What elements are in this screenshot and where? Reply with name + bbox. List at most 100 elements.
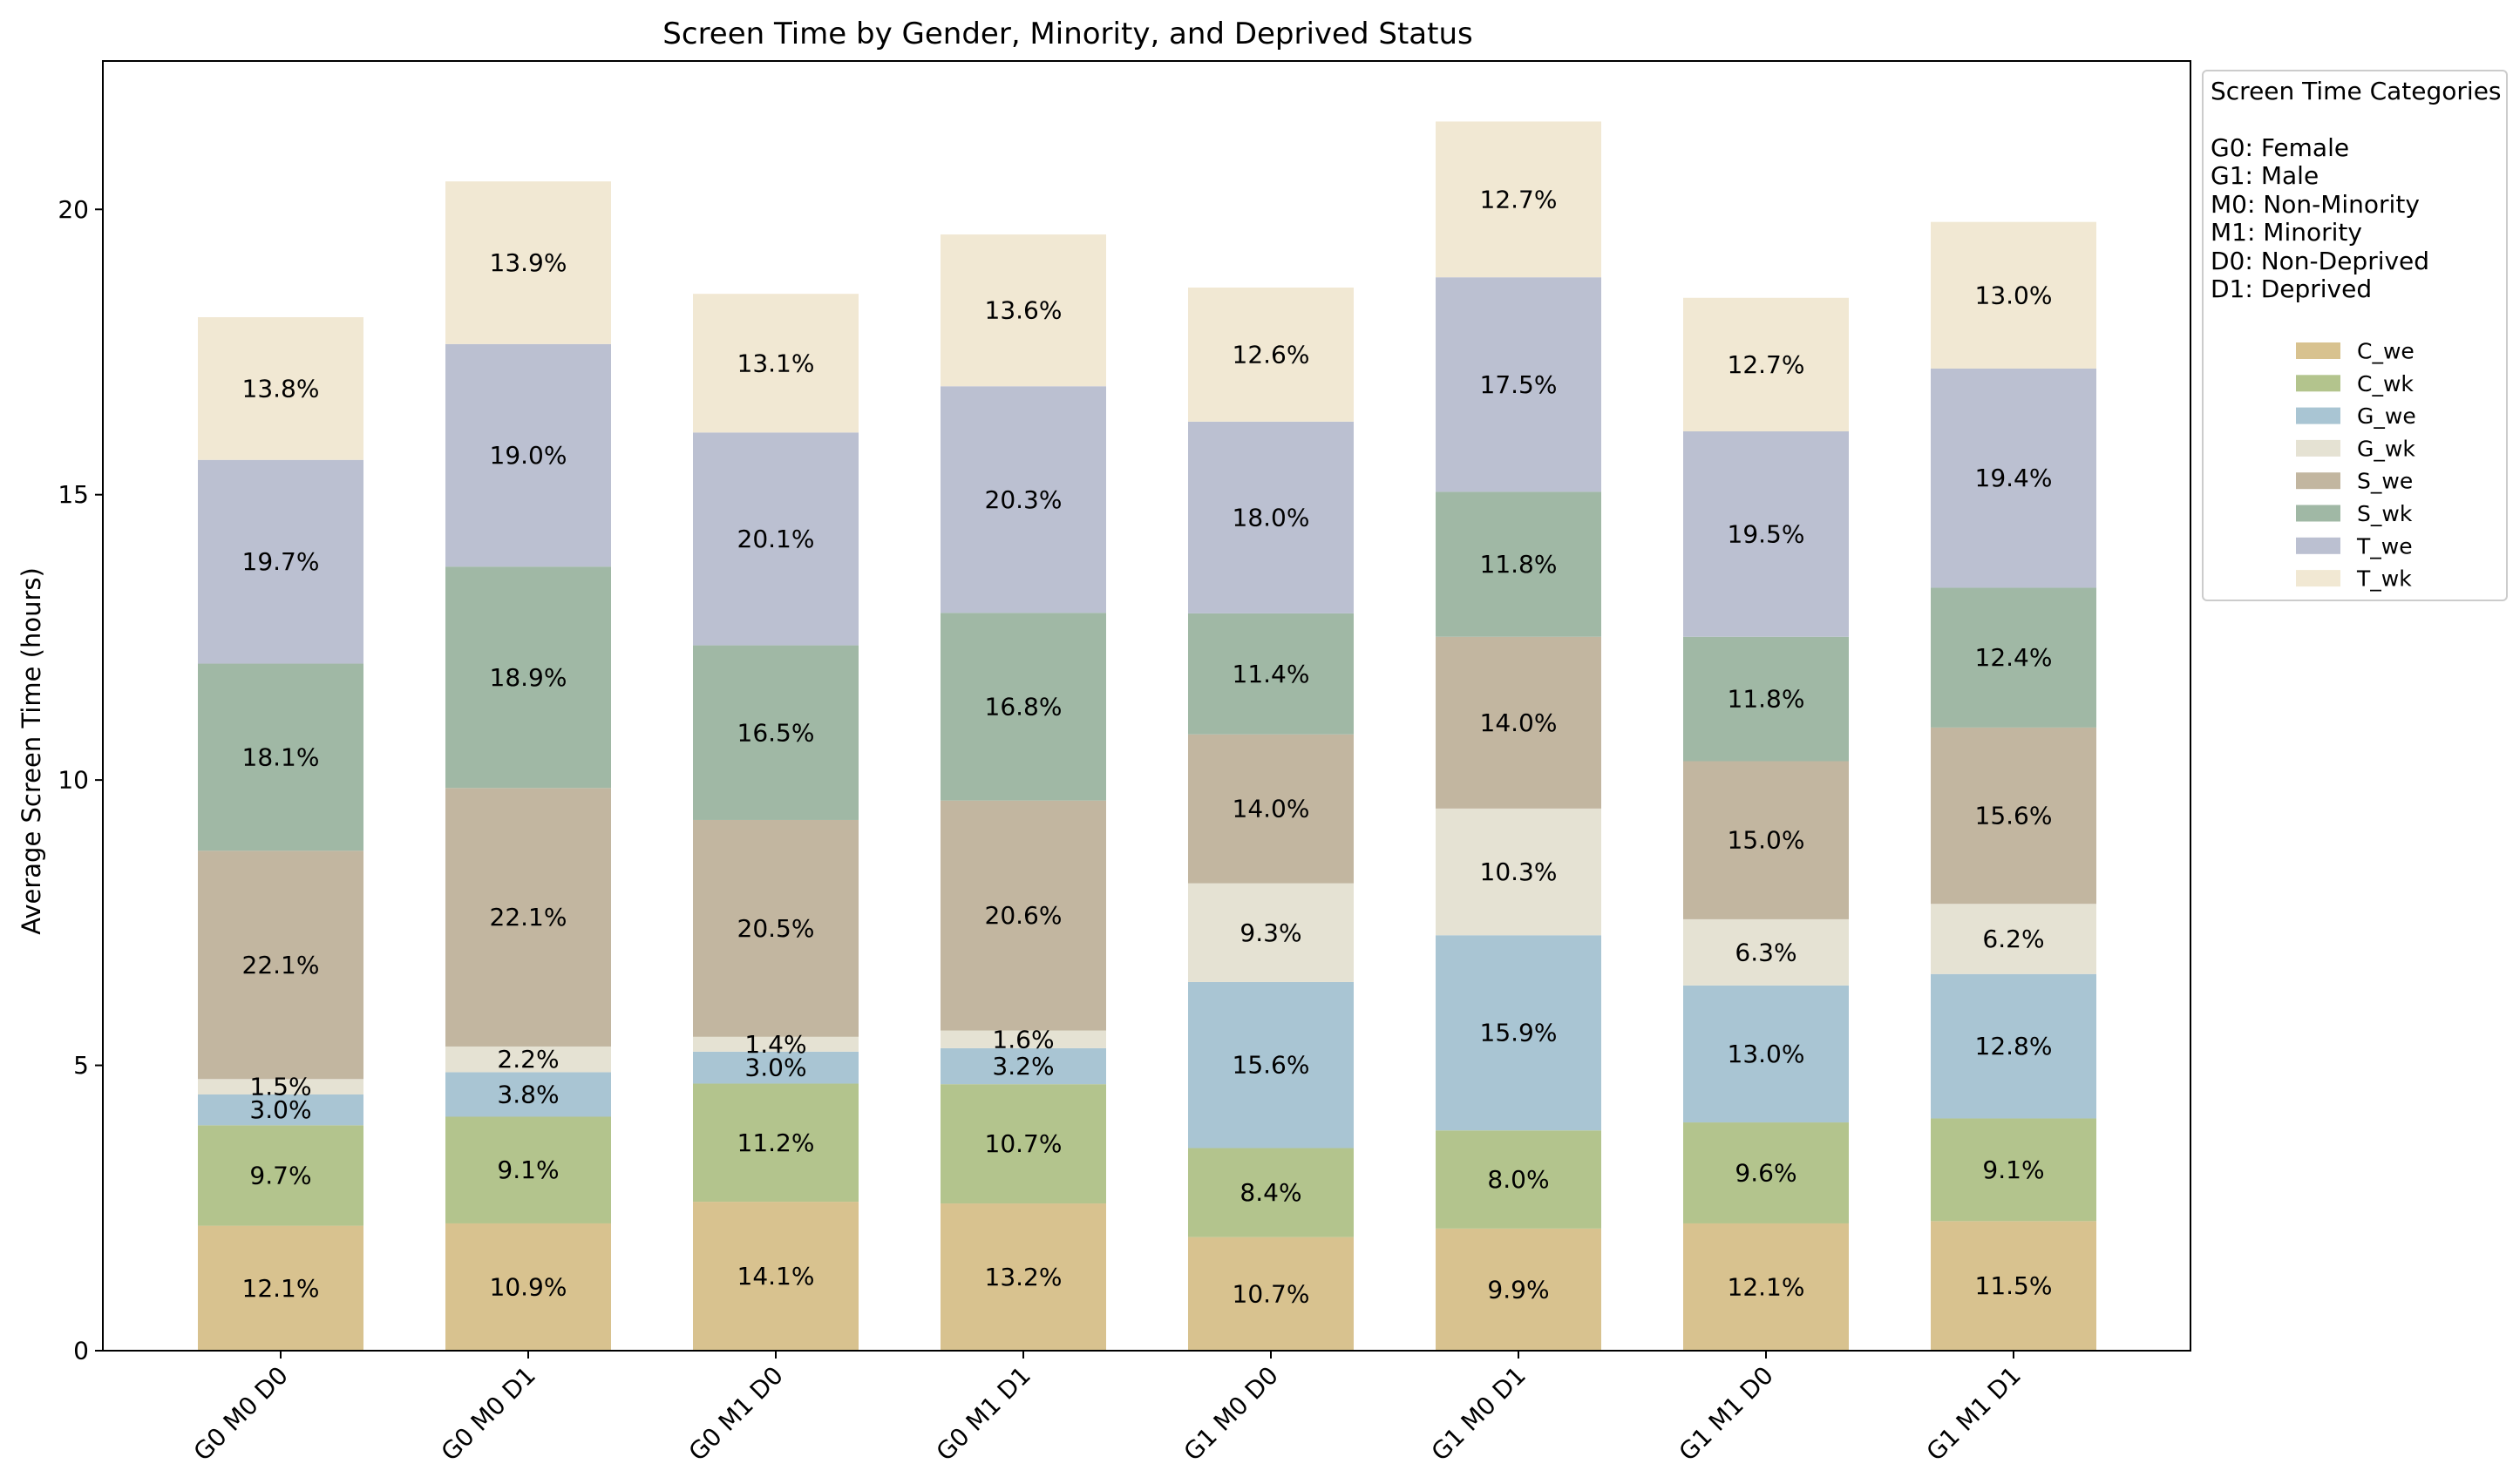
segment-labels-layer: 12.1%9.7%3.0%1.5%22.1%18.1%19.7%13.8%10.… xyxy=(242,185,2053,1308)
data-label-s-wk-g0-m0-d1: 18.9% xyxy=(490,663,567,692)
bar-segment-s-we-g0-m1-d0 xyxy=(693,819,859,1037)
data-label-s-wk-g0-m1-d0: 16.5% xyxy=(737,718,815,747)
data-label-g-we-g1-m1-d1: 12.8% xyxy=(1975,1032,2053,1060)
data-label-t-we-g0-m0-d0: 19.7% xyxy=(242,547,320,576)
data-label-c-wk-g0-m1-d1: 10.7% xyxy=(985,1129,1063,1158)
bar-segment-g-wk-g0-m0-d1 xyxy=(445,1046,611,1073)
bar-segment-s-we-g1-m0-d1 xyxy=(1436,636,1601,809)
legend-label-c-wk: C_wk xyxy=(2357,371,2414,396)
data-label-t-wk-g0-m1-d1: 13.6% xyxy=(985,296,1063,325)
bar-segment-s-we-g0-m0-d1 xyxy=(445,788,611,1047)
legend-note-5: D0: Non-Deprived xyxy=(2211,247,2429,275)
bar-segment-g-we-g0-m0-d1 xyxy=(445,1072,611,1117)
data-label-c-we-g1-m1-d1: 11.5% xyxy=(1975,1271,2053,1300)
data-label-g-wk-g1-m1-d0: 6.3% xyxy=(1735,938,1796,966)
bar-segment-c-wk-g0-m0-d0 xyxy=(198,1125,363,1226)
data-label-s-wk-g1-m0-d0: 11.4% xyxy=(1233,660,1310,688)
data-label-t-wk-g0-m1-d0: 13.1% xyxy=(737,349,815,377)
x-tick-label: G1 M1 D0 xyxy=(1674,1361,1779,1467)
data-label-s-we-g0-m1-d1: 20.6% xyxy=(985,901,1063,930)
x-tick-label: G1 M0 D1 xyxy=(1426,1361,1532,1467)
data-label-t-we-g1-m1-d1: 19.4% xyxy=(1975,464,2053,492)
data-label-t-we-g0-m1-d0: 20.1% xyxy=(737,525,815,553)
bar-segment-c-we-g0-m1-d0 xyxy=(693,1202,859,1351)
bar-segment-g-wk-g1-m1-d0 xyxy=(1683,918,1849,986)
bar-segment-c-we-g0-m0-d1 xyxy=(445,1223,611,1351)
bar-segment-c-wk-g1-m0-d1 xyxy=(1436,1130,1601,1229)
bar-segment-c-we-g0-m1-d1 xyxy=(941,1203,1106,1351)
legend-note-1: G0: Female xyxy=(2211,133,2349,162)
data-label-s-we-g1-m0-d1: 14.0% xyxy=(1480,708,1558,737)
data-label-t-wk-g1-m1-d0: 12.7% xyxy=(1728,350,1805,379)
data-label-t-we-g1-m0-d1: 17.5% xyxy=(1480,370,1558,399)
bar-segment-t-we-g0-m1-d0 xyxy=(693,432,859,646)
legend-label-s-we: S_we xyxy=(2357,469,2413,494)
bar-segment-s-wk-g0-m0-d0 xyxy=(198,663,363,851)
bar-segment-c-wk-g1-m0-d0 xyxy=(1188,1148,1354,1237)
bar-segment-c-we-g1-m0-d0 xyxy=(1188,1237,1354,1351)
data-label-t-wk-g0-m0-d0: 13.8% xyxy=(242,374,320,403)
bar-segment-c-wk-g0-m0-d1 xyxy=(445,1116,611,1223)
legend-swatch-c-we xyxy=(2296,342,2340,359)
legend-label-t-we: T_we xyxy=(2356,533,2413,559)
data-label-g-wk-g1-m0-d1: 10.3% xyxy=(1480,857,1558,886)
bar-segment-c-we-g0-m0-d0 xyxy=(198,1225,363,1351)
bar-segment-g-wk-g1-m0-d1 xyxy=(1436,808,1601,936)
legend-swatch-t-wk xyxy=(2296,570,2340,587)
data-label-g-we-g0-m1-d0: 3.0% xyxy=(744,1054,806,1082)
data-label-g-wk-g0-m1-d1: 1.6% xyxy=(992,1025,1054,1054)
bar-segment-s-wk-g0-m0-d1 xyxy=(445,566,611,789)
bar-segment-t-we-g1-m1-d1 xyxy=(1931,368,2096,588)
bar-segment-g-we-g1-m1-d1 xyxy=(1931,973,2096,1119)
data-label-s-we-g1-m1-d0: 15.0% xyxy=(1728,826,1805,855)
data-label-c-we-g1-m0-d1: 9.9% xyxy=(1487,1275,1549,1304)
bar-segment-c-we-g1-m1-d1 xyxy=(1931,1221,2096,1351)
data-label-t-we-g0-m1-d1: 20.3% xyxy=(985,485,1063,514)
bar-segment-t-wk-g1-m0-d0 xyxy=(1188,287,1354,422)
data-label-c-we-g0-m0-d0: 12.1% xyxy=(242,1274,320,1303)
bar-segment-c-we-g1-m0-d1 xyxy=(1436,1228,1601,1351)
data-label-s-wk-g1-m1-d0: 11.8% xyxy=(1728,685,1805,714)
data-label-g-we-g0-m0-d0: 3.0% xyxy=(249,1095,311,1124)
bar-segment-s-we-g1-m0-d0 xyxy=(1188,734,1354,884)
legend-label-t-wk: T_wk xyxy=(2356,566,2412,592)
bar-segment-s-we-g1-m1-d1 xyxy=(1931,727,2096,905)
bar-segment-s-wk-g1-m1-d1 xyxy=(1931,587,2096,728)
legend-swatch-c-wk xyxy=(2296,375,2340,392)
data-label-t-wk-g0-m0-d1: 13.9% xyxy=(490,248,567,277)
bar-segment-g-wk-g1-m1-d1 xyxy=(1931,904,2096,974)
data-label-s-wk-g0-m0-d0: 18.1% xyxy=(242,742,320,771)
y-tick-label: 20 xyxy=(58,195,89,224)
bar-segment-s-we-g1-m1-d0 xyxy=(1683,761,1849,919)
y-axis-label: Average Screen Time (hours) xyxy=(17,567,46,935)
data-label-g-we-g1-m0-d0: 15.6% xyxy=(1233,1051,1310,1080)
data-label-g-wk-g1-m0-d0: 9.3% xyxy=(1240,918,1301,947)
data-label-g-we-g0-m0-d1: 3.8% xyxy=(497,1080,559,1108)
data-label-s-wk-g1-m1-d1: 12.4% xyxy=(1975,643,2053,672)
data-label-g-wk-g0-m1-d0: 1.4% xyxy=(744,1030,806,1059)
bar-segment-c-we-g1-m1-d0 xyxy=(1683,1223,1849,1351)
data-label-t-wk-g1-m1-d1: 13.0% xyxy=(1975,281,2053,309)
y-tick-label: 0 xyxy=(73,1337,89,1365)
data-label-c-we-g1-m1-d0: 12.1% xyxy=(1728,1272,1805,1301)
data-label-t-we-g1-m0-d0: 18.0% xyxy=(1233,503,1310,532)
bar-segment-g-we-g0-m0-d0 xyxy=(198,1094,363,1126)
legend-label-s-wk: S_wk xyxy=(2357,501,2413,526)
bar-segment-g-we-g1-m0-d0 xyxy=(1188,981,1354,1149)
bar-segment-g-we-g1-m1-d0 xyxy=(1683,985,1849,1123)
bar-segment-s-we-g0-m1-d1 xyxy=(941,800,1106,1031)
data-label-c-we-g1-m0-d0: 10.7% xyxy=(1233,1279,1310,1308)
bar-segment-t-we-g1-m0-d1 xyxy=(1436,277,1601,492)
legend: Screen Time Categories G0: Female G1: Ma… xyxy=(2202,70,2508,601)
y-tick-label: 5 xyxy=(73,1051,89,1080)
data-label-t-we-g1-m1-d0: 19.5% xyxy=(1728,519,1805,548)
legend-swatch-g-we xyxy=(2296,407,2340,424)
y-tick-label: 15 xyxy=(58,480,89,509)
data-label-g-wk-g0-m0-d0: 1.5% xyxy=(249,1073,311,1101)
legend-frame xyxy=(2202,70,2508,601)
legend-note-2: G1: Male xyxy=(2211,161,2319,190)
bar-segment-t-we-g0-m0-d1 xyxy=(445,343,611,567)
data-label-t-we-g0-m0-d1: 19.0% xyxy=(490,441,567,470)
data-label-s-we-g0-m1-d0: 20.5% xyxy=(737,914,815,943)
